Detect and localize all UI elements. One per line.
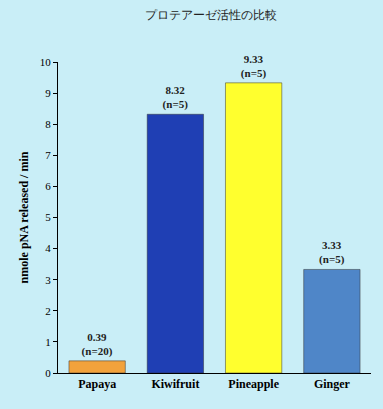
svg-text:Ginger: Ginger <box>314 377 351 391</box>
svg-text:プロテアーゼ活性の比較: プロテアーゼ活性の比較 <box>145 8 277 22</box>
svg-text:3.33(n=5): 3.33(n=5) <box>319 239 345 266</box>
svg-text:1: 1 <box>45 336 51 348</box>
svg-text:5: 5 <box>45 211 51 223</box>
svg-text:7: 7 <box>45 149 51 161</box>
svg-text:6: 6 <box>45 180 51 192</box>
svg-text:2: 2 <box>45 305 51 317</box>
svg-text:Pineapple: Pineapple <box>228 377 279 391</box>
svg-text:9.33(n=5): 9.33(n=5) <box>241 53 267 80</box>
svg-text:8: 8 <box>45 118 51 130</box>
svg-text:8.32(n=5): 8.32(n=5) <box>163 84 189 111</box>
svg-text:0: 0 <box>45 367 51 379</box>
svg-text:10: 10 <box>40 56 52 68</box>
svg-text:Kiwifruit: Kiwifruit <box>151 377 199 391</box>
svg-text:4: 4 <box>45 242 51 254</box>
svg-text:3: 3 <box>45 274 51 286</box>
svg-text:nmole pNA released / min: nmole pNA released / min <box>17 151 31 283</box>
svg-text:9: 9 <box>45 87 51 99</box>
svg-text:0.39(n=20): 0.39(n=20) <box>82 331 113 358</box>
svg-text:Papaya: Papaya <box>78 377 116 391</box>
